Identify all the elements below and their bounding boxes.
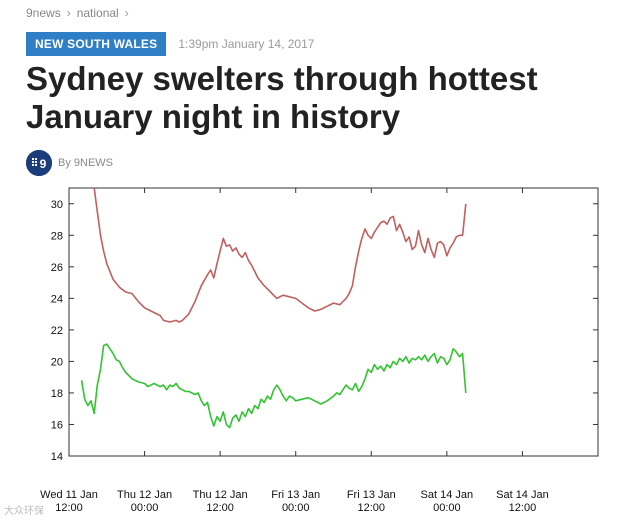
red-series-line — [93, 187, 467, 323]
breadcrumb-link-9news[interactable]: 9news — [26, 6, 61, 20]
y-tick-label: 20 — [51, 356, 63, 368]
x-tick-label-time: 00:00 — [282, 502, 310, 514]
y-tick-label: 28 — [51, 230, 63, 242]
watermark: 大众环保 — [4, 506, 44, 517]
x-tick-label-date: Fri 13 Jan — [347, 489, 396, 501]
y-tick-label: 14 — [51, 451, 63, 463]
y-tick-label: 24 — [51, 293, 63, 305]
x-tick-label-time: 12:00 — [358, 502, 386, 514]
article-timestamp: 1:39pm January 14, 2017 — [178, 37, 315, 51]
breadcrumb-separator: › — [66, 6, 71, 20]
x-tick-label-date: Thu 12 Jan — [117, 489, 172, 501]
byline: 9 By 9NEWS — [26, 150, 113, 176]
nine-logo-text: 9 — [40, 157, 47, 171]
byline-text: By 9NEWS — [58, 157, 114, 169]
category-badge[interactable]: NEW SOUTH WALES — [26, 32, 167, 56]
x-tick-label-time: 00:00 — [433, 502, 461, 514]
y-tick-label: 26 — [51, 262, 63, 274]
breadcrumb-separator: › — [124, 6, 129, 20]
plot-frame — [68, 187, 599, 457]
y-axis: 14 16 18 20 22 24 26 28 30 — [51, 199, 598, 463]
x-tick-label-date: Sat 14 Jan — [421, 489, 474, 501]
x-tick-label-date: Wed 11 Jan — [40, 489, 98, 501]
x-tick-label-time: 12:00 — [206, 502, 234, 514]
breadcrumb-link-national[interactable]: national — [76, 6, 119, 20]
green-series-line — [80, 343, 467, 429]
y-tick-label: 22 — [51, 325, 63, 337]
y-tick-label: 18 — [51, 388, 63, 400]
y-tick-label: 30 — [51, 199, 63, 211]
nine-logo-svg: 9 — [26, 150, 52, 176]
x-tick-label-time: 12:00 — [55, 502, 83, 514]
y-tick-label: 16 — [51, 419, 63, 431]
temperature-chart: 14 16 18 20 22 24 26 28 30 Wed 11 Jan 12:00 Thu 12… — [0, 180, 640, 526]
x-tick-label-date: Sat 14 Jan — [496, 489, 549, 501]
x-tick-label-date: Thu 12 Jan — [193, 489, 248, 501]
article-meta: NEW SOUTH WALES 1:39pm January 14, 2017 — [26, 32, 314, 56]
x-tick-label-time: 12:00 — [509, 502, 537, 514]
series-layer — [80, 187, 467, 429]
x-tick-label-time: 00:00 — [131, 502, 159, 514]
breadcrumb: 9news › national › — [26, 6, 129, 20]
page-title: Sydney swelters through hottest January … — [26, 60, 538, 135]
x-tick-label-date: Fri 13 Jan — [271, 489, 320, 501]
nine-logo-icon[interactable]: 9 — [26, 150, 52, 176]
